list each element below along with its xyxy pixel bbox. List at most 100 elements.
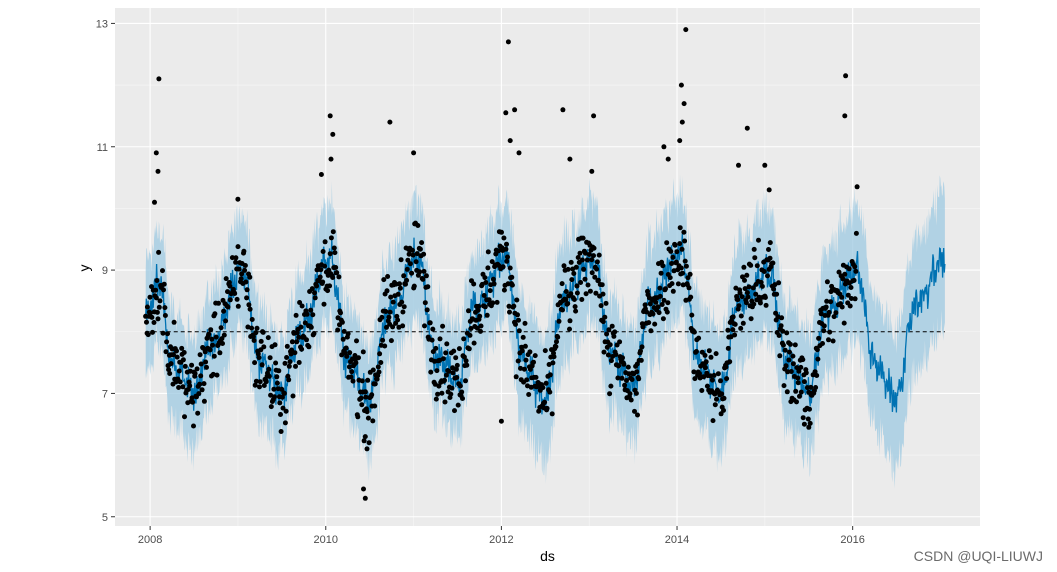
observation-point (250, 334, 256, 340)
observation-point (753, 291, 759, 297)
observation-point (708, 354, 714, 360)
observation-point (617, 339, 623, 345)
observation-point (494, 299, 500, 305)
observation-point (522, 343, 528, 349)
observation-point (427, 320, 433, 326)
observation-point (831, 314, 837, 320)
observation-point (660, 263, 666, 269)
observation-point (776, 333, 782, 338)
observation-point (758, 279, 764, 285)
observation-point (350, 378, 356, 384)
observation-point (591, 253, 596, 259)
observation-point (459, 389, 465, 395)
observation-point (374, 376, 380, 382)
observation-point (157, 298, 163, 304)
observation-point (815, 356, 821, 362)
observation-point (715, 371, 721, 377)
observation-point (153, 287, 159, 293)
observation-point (659, 302, 665, 307)
observation-point (405, 257, 411, 263)
observation-point (257, 379, 263, 385)
observation-point (691, 369, 697, 375)
observation-point (330, 229, 336, 235)
observation-point (762, 162, 768, 168)
observation-point (241, 248, 247, 254)
observation-point (206, 331, 212, 337)
observation-point (682, 258, 688, 264)
observation-point (390, 299, 396, 305)
observation-point (683, 27, 689, 33)
observation-point (627, 391, 633, 397)
observation-point (567, 318, 573, 324)
observation-point (828, 299, 834, 305)
observation-point (467, 332, 473, 338)
observation-point (516, 328, 522, 334)
observation-point (842, 271, 848, 277)
observation-point (795, 375, 801, 381)
observation-point (232, 291, 238, 296)
observation-point (463, 378, 468, 384)
observation-point (466, 346, 472, 352)
observation-point (532, 353, 538, 359)
observation-point (752, 255, 758, 261)
observation-point (628, 397, 634, 403)
observation-point (314, 283, 320, 289)
observation-point (296, 334, 302, 340)
observation-point (267, 355, 273, 361)
observation-point (655, 304, 661, 310)
x-tick-label: 2012 (489, 534, 513, 546)
observation-point (744, 125, 750, 131)
observation-point (443, 372, 449, 378)
observation-point (370, 418, 376, 424)
observation-point (727, 359, 733, 365)
observation-point (818, 311, 824, 317)
observation-point (499, 229, 504, 235)
observation-point (443, 350, 449, 356)
observation-point (516, 150, 522, 156)
observation-point (800, 415, 806, 421)
observation-point (560, 307, 565, 313)
observation-point (518, 365, 523, 371)
observation-point (665, 156, 671, 162)
observation-point (796, 368, 802, 374)
observation-point (679, 246, 685, 252)
observation-point (365, 377, 371, 383)
observation-point (500, 264, 506, 270)
observation-point (678, 82, 684, 88)
observation-point (453, 366, 459, 372)
observation-point (656, 310, 662, 316)
observation-point (629, 377, 635, 382)
observation-point (754, 263, 760, 269)
observation-point (414, 251, 420, 257)
observation-point (741, 264, 747, 270)
observation-point (519, 348, 525, 354)
observation-point (554, 339, 559, 345)
observation-point (217, 350, 223, 356)
observation-point (680, 270, 685, 276)
observation-point (238, 276, 244, 282)
observation-point (377, 351, 383, 357)
observation-point (463, 358, 469, 364)
observation-point (591, 113, 597, 119)
observation-point (568, 291, 574, 297)
observation-point (474, 325, 480, 331)
observation-point (585, 282, 591, 288)
observation-point (195, 410, 201, 416)
observation-point (288, 351, 294, 357)
observation-point (446, 368, 452, 374)
observation-point (409, 270, 415, 276)
observation-point (160, 268, 165, 274)
observation-point (820, 341, 825, 346)
observation-point (833, 310, 839, 316)
observation-point (279, 394, 285, 400)
observation-point (745, 294, 751, 300)
observation-point (657, 285, 663, 291)
observation-point (346, 364, 352, 370)
observation-point (550, 360, 556, 366)
observation-point (778, 323, 784, 329)
observation-point (165, 331, 170, 337)
observation-point (239, 271, 245, 277)
observation-point (853, 268, 859, 274)
observation-point (504, 241, 509, 247)
observation-point (489, 259, 495, 265)
